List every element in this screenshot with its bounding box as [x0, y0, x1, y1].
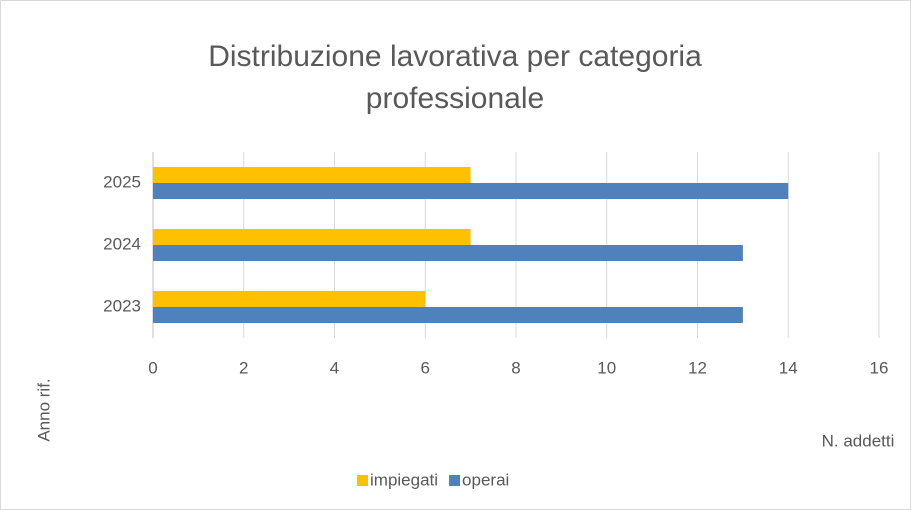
x-tick-label: 14: [779, 358, 798, 377]
x-tick-label: 2: [239, 358, 248, 377]
legend-swatch: [449, 475, 461, 486]
y-axis-label: Anno rif.: [34, 378, 53, 441]
bar: [153, 167, 471, 183]
x-tick-label: 0: [148, 358, 157, 377]
x-tick-label: 6: [421, 358, 430, 377]
legend-swatch: [357, 475, 368, 486]
x-tick-label: 12: [688, 358, 707, 377]
bar: [153, 229, 471, 245]
y-tick-label: 2024: [103, 234, 141, 253]
legend-label: impiegati: [370, 470, 438, 489]
legend-label: operai: [462, 470, 509, 489]
bar: [153, 291, 426, 307]
chart-title: Distribuzione lavorativa per categoria p…: [208, 40, 702, 115]
x-tick-label: 8: [511, 358, 520, 377]
bar: [153, 183, 789, 199]
bar: [153, 245, 743, 261]
x-tick-label: 4: [330, 358, 339, 377]
y-tick-label: 2025: [103, 172, 141, 191]
y-tick-label: 2023: [103, 296, 141, 315]
bar: [153, 307, 743, 323]
x-tick-label: 16: [870, 358, 889, 377]
x-axis-label: N. addetti: [822, 431, 895, 450]
x-tick-label: 10: [597, 358, 616, 377]
